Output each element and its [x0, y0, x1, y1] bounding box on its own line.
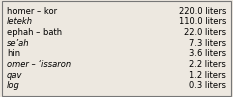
- Text: letekh: letekh: [7, 17, 33, 26]
- Text: 1.2 liters: 1.2 liters: [189, 71, 226, 80]
- Text: omer – ‘issaron: omer – ‘issaron: [7, 60, 71, 69]
- Text: 110.0 liters: 110.0 liters: [179, 17, 226, 26]
- Text: 2.2 liters: 2.2 liters: [189, 60, 226, 69]
- Text: 7.3 liters: 7.3 liters: [189, 39, 226, 48]
- Text: ephah – bath: ephah – bath: [7, 28, 62, 37]
- Text: 220.0 liters: 220.0 liters: [179, 7, 226, 16]
- Text: 0.3 liters: 0.3 liters: [189, 81, 226, 90]
- Text: qav: qav: [7, 71, 23, 80]
- Text: 3.6 liters: 3.6 liters: [189, 49, 226, 58]
- Text: se’ah: se’ah: [7, 39, 30, 48]
- Text: homer – kor: homer – kor: [7, 7, 57, 16]
- Text: log: log: [7, 81, 20, 90]
- Text: hin: hin: [7, 49, 20, 58]
- Text: 22.0 liters: 22.0 liters: [184, 28, 226, 37]
